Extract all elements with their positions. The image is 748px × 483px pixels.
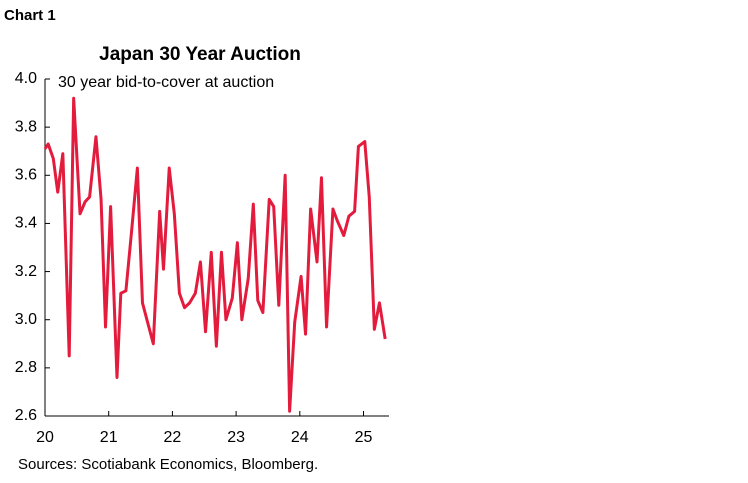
y-tick-label: 2.6 (15, 407, 37, 424)
y-tick-label: 3.8 (15, 118, 37, 135)
y-tick-label: 4.0 (15, 70, 37, 87)
y-tick-label: 2.8 (15, 359, 37, 376)
x-tick-label: 20 (36, 429, 54, 446)
x-tick-label: 25 (355, 429, 373, 446)
y-tick-label: 3.6 (15, 167, 37, 184)
x-tick-label: 23 (227, 429, 245, 446)
chart-label: Chart 1 (4, 7, 56, 24)
annotation: 30 year bid-to-cover at auction (58, 74, 274, 91)
x-tick-label: 22 (164, 429, 182, 446)
y-tick-label: 3.2 (15, 263, 37, 280)
x-tick-label: 21 (100, 429, 118, 446)
y-tick-label: 3.0 (15, 311, 37, 328)
y-tick-label: 3.4 (15, 215, 37, 232)
chart-title: Japan 30 Year Auction (99, 44, 301, 65)
line (43, 96, 387, 413)
x-tick-label: 24 (291, 429, 309, 446)
source: Sources: Scotiabank Economics, Bloomberg… (18, 456, 318, 473)
